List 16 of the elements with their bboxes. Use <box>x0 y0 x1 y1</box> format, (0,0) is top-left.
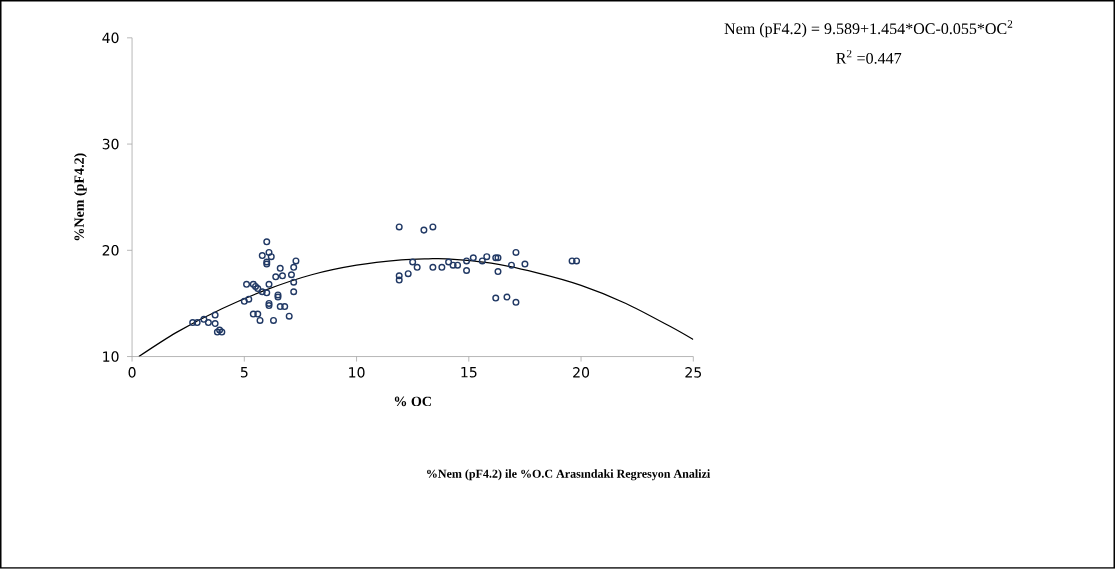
y-tick-label: 40 <box>102 32 119 44</box>
text: Nem (pF4.2) = 9.589+1.454*OC-0.055*OC$^{2}$ <box>724 20 1013 38</box>
y-tick-label: 20 <box>102 245 119 256</box>
x-tick-label: 20 <box>573 367 590 378</box>
text: R$^{2}$ =0.447 <box>836 50 902 64</box>
x-tick-label: 0 <box>128 367 136 378</box>
y-tick-label: 10 <box>103 351 119 362</box>
x-tick-label: 25 <box>685 367 702 378</box>
y-tick-label: 30 <box>102 138 119 150</box>
x-tick-label: 15 <box>461 367 477 378</box>
y-axis-title: %Nem (pF4.2) <box>74 153 87 241</box>
x-axis-title: % OC <box>394 396 431 407</box>
x-tick-label: 10 <box>349 367 365 378</box>
x-tick-label: 5 <box>240 367 248 378</box>
text: %Nem (pF4.2) ile %O.C Arasındaki Regresyon Analizi <box>427 469 711 481</box>
line-series <box>138 258 694 357</box>
